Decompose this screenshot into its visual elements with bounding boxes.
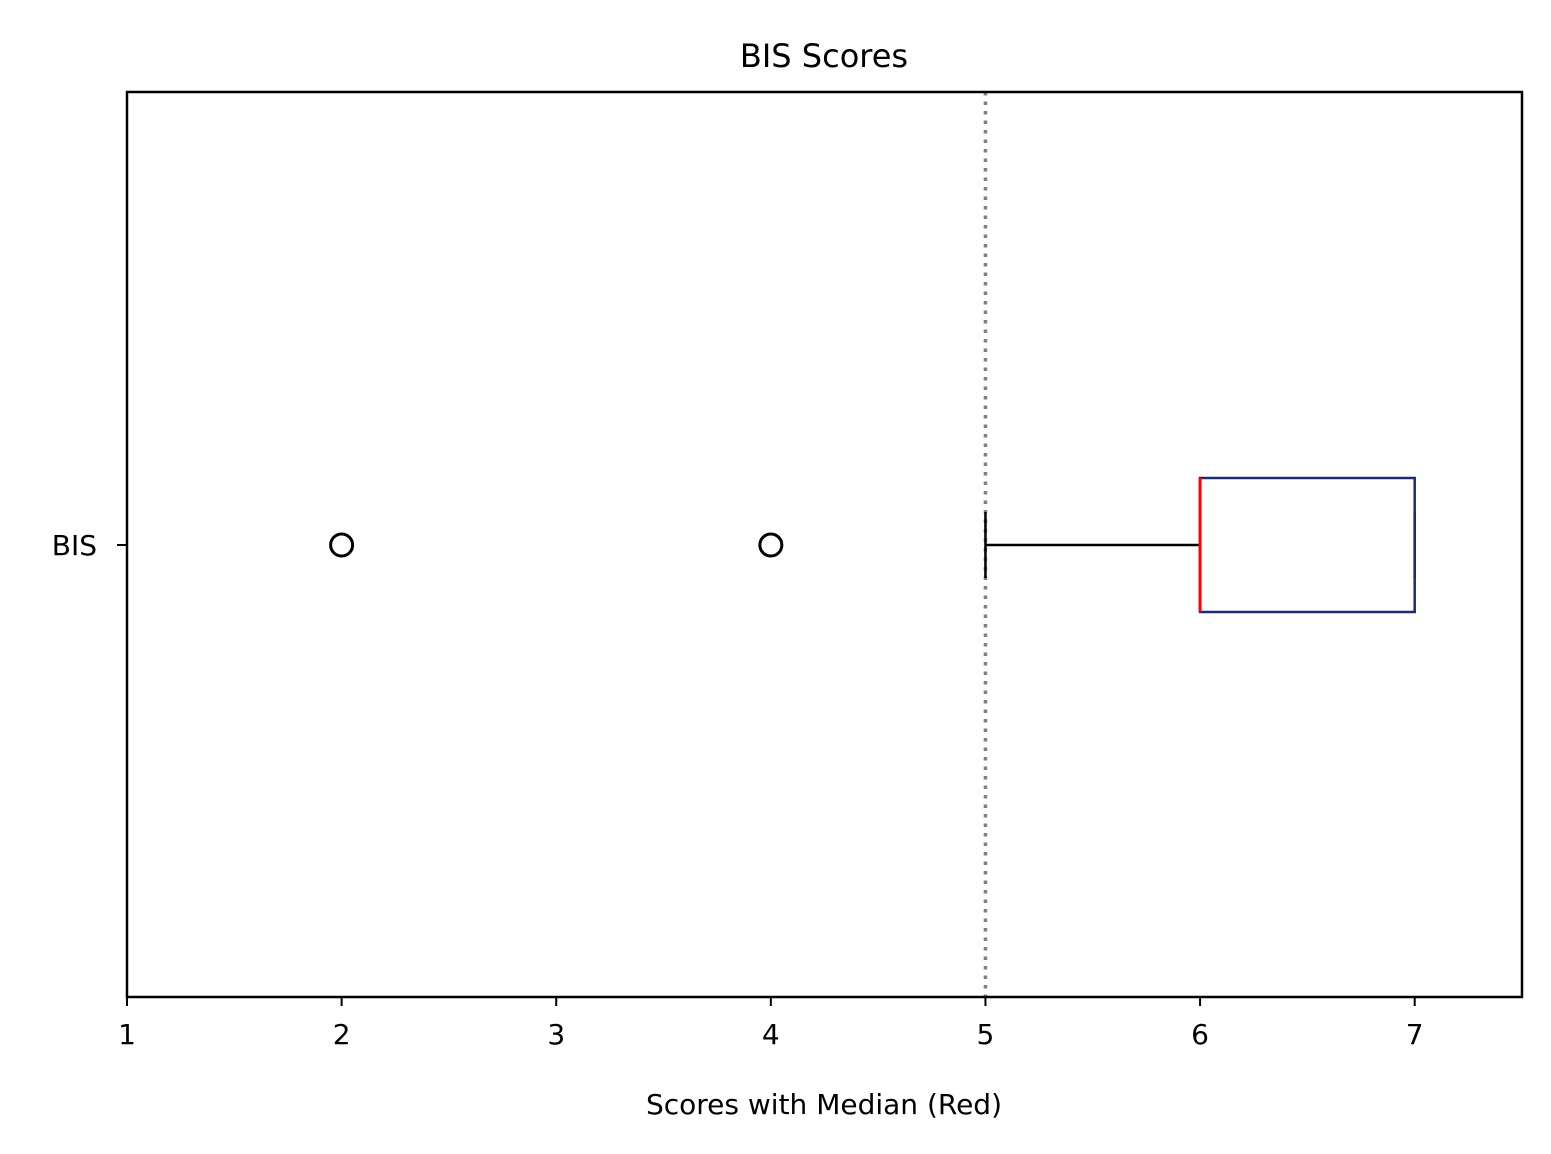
x-axis-label: Scores with Median (Red) bbox=[646, 1088, 1002, 1121]
x-tick-label: 1 bbox=[118, 1018, 136, 1051]
x-tick-label: 3 bbox=[547, 1018, 565, 1051]
outlier-point bbox=[329, 532, 355, 558]
x-tick-label: 6 bbox=[1191, 1018, 1209, 1051]
y-axis: BIS bbox=[52, 529, 127, 562]
x-tick-label: 2 bbox=[333, 1018, 351, 1051]
axes-frame bbox=[125, 90, 1524, 999]
iqr-box bbox=[1198, 476, 1416, 614]
plot-area bbox=[329, 92, 1416, 997]
x-tick-label: 7 bbox=[1406, 1018, 1424, 1051]
x-tick-label: 4 bbox=[762, 1018, 780, 1051]
chart-title: BIS Scores bbox=[740, 37, 908, 75]
x-axis: 1 2 3 4 5 6 7 bbox=[118, 997, 1424, 1051]
outlier-point bbox=[758, 532, 784, 558]
x-tick-label: 5 bbox=[977, 1018, 995, 1051]
y-tick-label: BIS bbox=[52, 529, 97, 562]
